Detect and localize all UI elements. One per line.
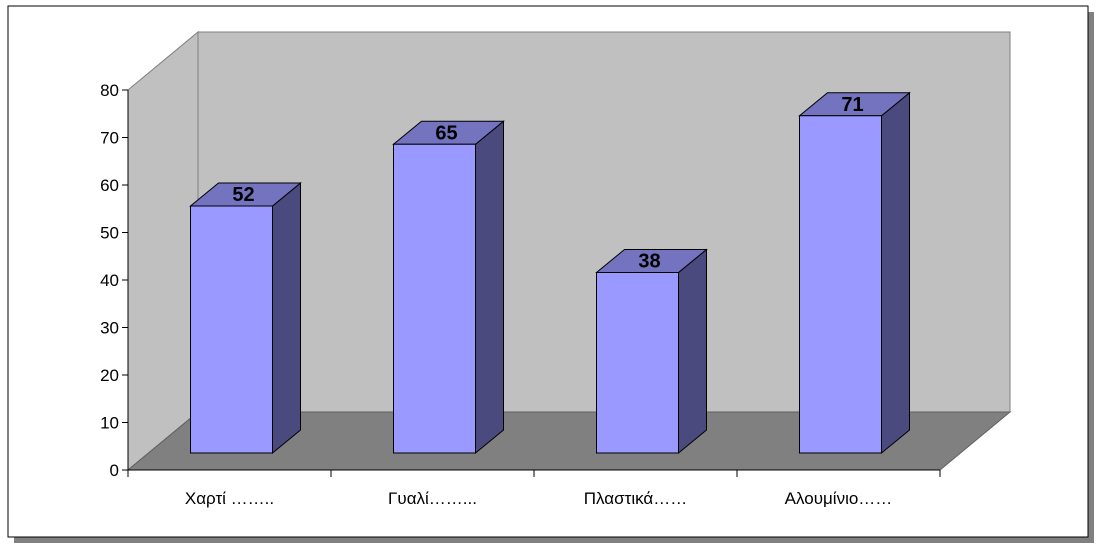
bar-3: 38 (595, 248, 708, 455)
x-category-label: Χαρτί …….. (185, 489, 274, 508)
data-label: 52 (232, 184, 254, 206)
bar-4: 71 (798, 91, 911, 455)
bar-2: 65 (392, 120, 505, 455)
y-tick-label: 40 (100, 271, 119, 290)
bar-front-face (596, 272, 679, 454)
y-tick-label: 10 (100, 414, 119, 433)
y-tick-label: 20 (100, 366, 119, 385)
x-category-label: Αλουμίνιο…… (785, 489, 893, 508)
bar-side-face (881, 91, 910, 455)
plot-area: 0 10 20 30 40 50 60 70 80 52 Χαρτί …….. 65 Γυαλί……..… (100, 30, 1012, 508)
y-tick-label: 60 (100, 176, 119, 195)
bar-front-face (799, 115, 882, 454)
y-tick-label: 50 (100, 224, 119, 243)
data-label: 65 (435, 122, 457, 144)
bar-side-face (475, 120, 504, 455)
x-category-label: Γυαλί……... (388, 489, 477, 508)
y-tick-label: 70 (100, 129, 119, 148)
y-tick-label: 80 (100, 81, 119, 100)
y-tick-label: 30 (100, 319, 119, 338)
side-wall (127, 30, 199, 472)
bar-side-face (678, 248, 707, 455)
bar-side-face (272, 181, 301, 455)
bar-front-face (190, 205, 273, 454)
bar-front-face (393, 143, 476, 454)
y-tick-label: 0 (110, 461, 119, 480)
bar-1: 52 (189, 181, 302, 455)
data-label: 38 (638, 251, 660, 273)
x-category-label: Πλαστικά…… (584, 489, 687, 508)
data-label: 71 (841, 94, 863, 116)
